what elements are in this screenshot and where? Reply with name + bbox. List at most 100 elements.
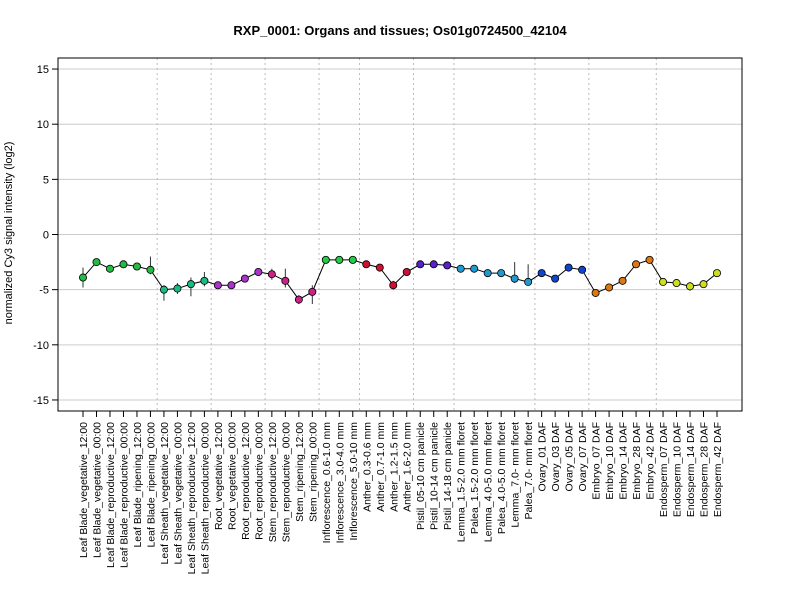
data-point [618,276,627,285]
y-tick-label: 10 [37,119,49,131]
x-tick-label: Ovary_05 DAF [564,422,576,491]
x-tick-label: Palea_1.5-2.0 mm floret [469,422,481,534]
grid-layer [58,58,742,411]
plot-border [57,57,743,412]
x-tick-label: Root_vegetative_12:00 [213,422,225,530]
data-point [672,279,681,288]
x-tick-label: Root_reproductive_12:00 [240,422,252,540]
data-point [483,269,492,278]
y-tick-label: -5 [39,285,49,297]
x-tick-label: Anther_0.3-0.6 mm [361,422,373,512]
x-tick-label: Root_reproductive_00:00 [253,422,265,540]
data-point [321,255,330,264]
data-point [254,268,263,277]
data-point [591,288,600,297]
x-tick-label: Embryo_10 DAF [604,422,616,500]
x-tick-label: Lemma_7.0- mm floret [510,422,522,528]
y-tick-label: -10 [33,340,49,352]
data-point [240,274,249,283]
x-tick-label: Leaf Sheath_reproductive_00:00 [199,422,211,575]
data-point [416,260,425,269]
data-point [537,269,546,278]
data-point [510,274,519,283]
x-tick-label: Inflorescence_0.6-1.0 mm [321,422,333,544]
data-point [200,276,209,285]
x-tick-label: Ovary_03 DAF [550,422,562,491]
data-point [375,263,384,272]
data-point [659,277,668,286]
data-point [186,280,195,289]
data-point [105,264,114,273]
chart-title: RXP_0001: Organs and tissues; Os01g07245… [233,23,567,38]
y-tick-label: 0 [43,230,49,242]
x-tick-label: Leaf Blade_ripening_12:00 [132,422,144,548]
x-tick-label: Anther_0.7-1.0 mm [375,422,387,512]
series-layer [79,255,722,304]
data-point [470,264,479,273]
x-tick-label: Endosperm_28 DAF [699,422,711,517]
data-point [173,284,182,293]
data-point [213,281,222,290]
data-point [645,255,654,264]
x-tick-label: Endosperm_10 DAF [672,422,684,517]
data-point [362,260,371,269]
data-point [443,261,452,270]
x-tick-label: Ovary_07 DAF [577,422,589,491]
x-tick-label: Inflorescence_5.0-10 mm [348,422,360,541]
data-point [308,287,317,296]
x-tick-label: Leaf Sheath_vegetative_00:00 [172,422,184,565]
data-point [92,258,101,267]
data-point [713,269,722,278]
x-tick-label: Endosperm_07 DAF [658,422,670,517]
data-point [578,265,587,274]
data-point [294,295,303,304]
x-tick-label: Anther_1.6-2.0 mm [402,422,414,512]
data-point [699,280,708,289]
x-tick-label: Leaf Sheath_reproductive_12:00 [186,422,198,575]
data-point [564,263,573,272]
x-tick-label: Leaf Blade_vegetative_00:00 [91,422,103,558]
x-tick-label: Endosperm_14 DAF [685,422,697,517]
x-tick-label: Lemma_1.5-2.0 mm floret [456,422,468,542]
x-tick-label: Palea_4.0-5.0 mm floret [496,422,508,534]
x-tick-label: Stem_ripening_12:00 [294,422,306,522]
y-tick-label: 15 [37,64,49,76]
data-point [456,264,465,273]
data-point [551,274,560,283]
data-point [389,281,398,290]
x-tick-label: Endosperm_42 DAF [712,422,724,517]
data-point [686,282,695,291]
data-point [146,265,155,274]
data-point [402,268,411,277]
data-point [335,255,344,264]
x-tick-label: Pistil_10-14 cm panicle [429,422,441,530]
data-point [132,262,141,271]
x-tick-label: Pistil_05-10 cm panicle [415,422,427,530]
data-point [497,269,506,278]
data-point [429,260,438,269]
x-tick-label: Anther_1.2-1.5 mm [388,422,400,512]
x-tick-label: Embryo_14 DAF [618,422,630,500]
x-tick-label: Pistil_14-18 cm panicle [442,422,454,530]
x-tick-label: Stem_reproductive_12:00 [267,422,279,542]
data-point [119,260,128,269]
x-tick-label: Embryo_07 DAF [591,422,603,500]
x-tick-label: Leaf Blade_ripening_00:00 [145,422,157,548]
x-tick-label: Leaf Blade_reproductive_00:00 [118,422,130,568]
x-tick-label: Stem_reproductive_00:00 [280,422,292,542]
data-point [524,277,533,286]
data-point [79,273,88,282]
y-axis-label: normalized Cy3 signal intensity (log2) [3,142,15,325]
data-point [632,260,641,269]
x-tick-label: Stem_ripening_00:00 [307,422,319,522]
x-tick-label: Lemma_4.0-5.0 mm floret [483,422,495,542]
y-tick-label: 5 [43,174,49,186]
x-tick-label: Embryo_42 DAF [645,422,657,500]
x-tick-label: Palea_7.0- mm floret [523,422,535,520]
data-point [348,255,357,264]
x-tick-label: Leaf Blade_vegetative_12:00 [78,422,90,558]
axis-layer: -15 -10 -5 0 5 10 15 Leaf Blade_vegetative_12:0… [33,64,724,574]
x-tick-label: Inflorescence_3.0-4.0 mm [334,422,346,544]
